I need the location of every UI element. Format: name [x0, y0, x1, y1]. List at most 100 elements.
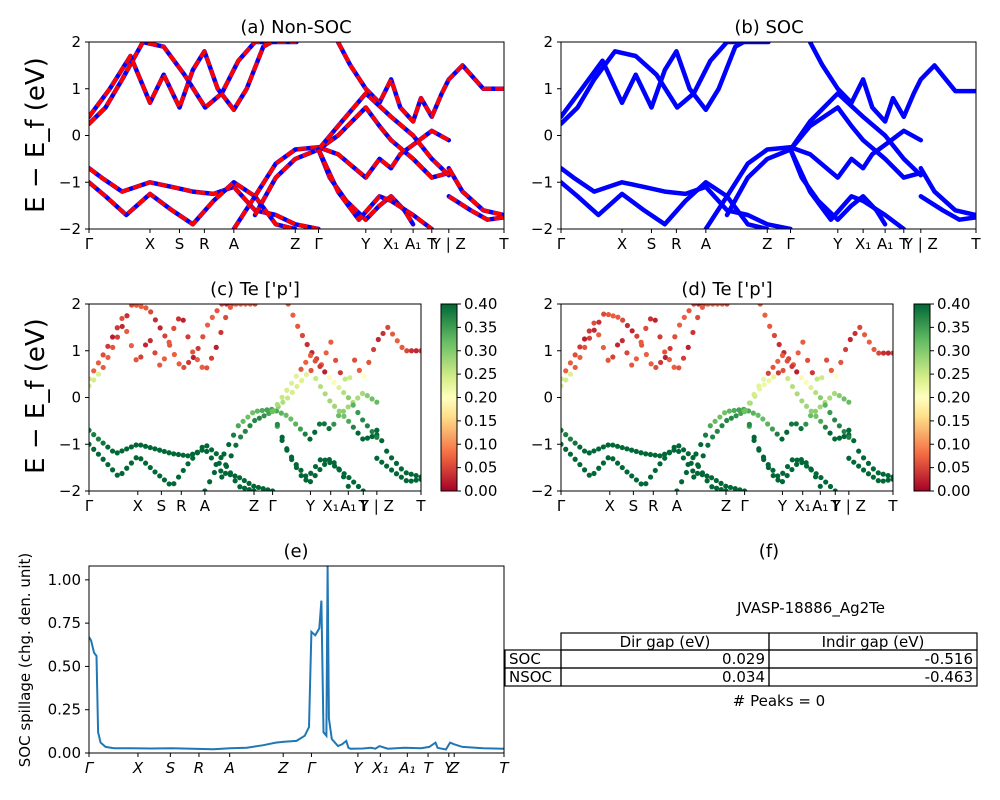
scatter-point: [709, 484, 715, 490]
scatter-point: [245, 414, 251, 420]
scatter-point: [317, 457, 323, 463]
scatter-point: [119, 315, 125, 322]
scatter-point: [676, 443, 682, 449]
scatter-point: [408, 478, 414, 484]
scatter-point: [352, 357, 358, 363]
scatter-point: [836, 393, 842, 399]
scatter-point: [128, 460, 135, 466]
x-tick-label: Y | Z: [431, 235, 466, 253]
scatter-point: [364, 423, 370, 429]
scatter-point: [295, 323, 301, 329]
scatter-point: [766, 378, 772, 384]
x-tick-label: X: [133, 497, 143, 515]
x-tick-label: X₁: [795, 497, 811, 515]
scatter-point: [794, 391, 800, 397]
scatter-point: [208, 355, 215, 361]
scatter-point: [707, 423, 713, 429]
scatter-point: [596, 332, 602, 338]
scatter-point: [238, 304, 244, 307]
scatter-point: [822, 424, 828, 430]
scatter-point: [413, 348, 419, 354]
scatter-point: [128, 343, 135, 349]
colorbar-tick-label: 0.20: [464, 389, 497, 407]
scatter-point: [355, 409, 361, 416]
scatter-point: [643, 325, 649, 331]
scatter-point: [638, 481, 644, 487]
scatter-point: [321, 421, 327, 427]
scatter-point: [284, 387, 290, 393]
x-tick-label: Γ: [314, 235, 323, 253]
scatter-point: [658, 359, 664, 366]
scatter-point: [322, 457, 328, 463]
scatter-point: [718, 486, 724, 491]
scatter-point: [250, 410, 256, 416]
x-tick-label: A₁: [340, 497, 356, 515]
scatter-point: [360, 488, 366, 491]
scatter-point: [307, 479, 314, 485]
scatter-point: [289, 389, 295, 395]
y-tick-label: 2: [71, 33, 81, 51]
scatter-point: [871, 346, 877, 353]
scatter-point: [765, 370, 771, 376]
x-tick-label: A: [229, 235, 240, 253]
scatter-point: [756, 447, 762, 453]
scatter-point: [647, 316, 654, 322]
band-line: [561, 42, 771, 127]
x-tick-label: T: [426, 235, 437, 253]
scatter-point: [347, 375, 353, 381]
scatter-point: [389, 331, 396, 337]
scatter-point: [237, 434, 244, 440]
scatter-point: [798, 425, 804, 432]
scatter-point: [288, 416, 294, 422]
scatter-point: [171, 451, 177, 457]
scatter-point: [269, 488, 276, 491]
scatter-point: [761, 382, 767, 388]
scatter-point: [890, 350, 893, 356]
scatter-point: [185, 453, 191, 459]
scatter-point: [124, 328, 130, 335]
colorbar-tick-label: 0.00: [937, 482, 970, 500]
scatter-point: [846, 399, 852, 405]
scatter-point: [408, 348, 415, 354]
scatter-point: [283, 412, 289, 418]
scatter-point: [671, 444, 677, 450]
scatter-point: [817, 483, 823, 489]
scatter-point: [704, 473, 710, 479]
x-tick-label: T: [498, 235, 509, 253]
scatter-point: [204, 365, 210, 371]
scatter-point: [875, 478, 881, 484]
scatter-point: [152, 317, 158, 323]
scatter-point: [361, 373, 367, 379]
scatter-point: [676, 322, 683, 328]
scatter-point: [265, 487, 271, 491]
scatter-point: [171, 325, 177, 331]
scatter-point: [755, 412, 761, 418]
scatter-point: [624, 322, 631, 329]
scatter-point: [880, 478, 886, 484]
x-tick-label: Γ: [740, 497, 749, 515]
scatter-point: [647, 451, 654, 458]
scatter-point: [586, 328, 592, 334]
scatter-point: [374, 434, 380, 440]
x-tick-label: Y: [305, 497, 316, 515]
panel-a-ylabel: E − E_f (eV): [21, 57, 51, 213]
scatter-point: [180, 317, 186, 323]
scatter-point: [162, 333, 168, 339]
band-line: [703, 128, 924, 229]
x-tick-label: S: [157, 497, 167, 515]
scatter-point: [885, 477, 891, 483]
scatter-point: [688, 460, 694, 466]
scatter-point: [793, 421, 799, 427]
scatter-point: [680, 447, 687, 453]
scatter-point: [704, 478, 710, 484]
scatter-point: [219, 304, 225, 307]
scatter-point: [303, 371, 309, 378]
scatter-point: [866, 339, 872, 345]
scatter-point: [241, 477, 247, 484]
scatter-point: [119, 470, 125, 477]
scatter-point: [770, 472, 776, 479]
scatter-point: [360, 417, 366, 423]
panel-a-title: (a) Non-SOC: [240, 17, 351, 38]
scatter-point: [795, 350, 801, 356]
scatter-point: [727, 484, 734, 491]
